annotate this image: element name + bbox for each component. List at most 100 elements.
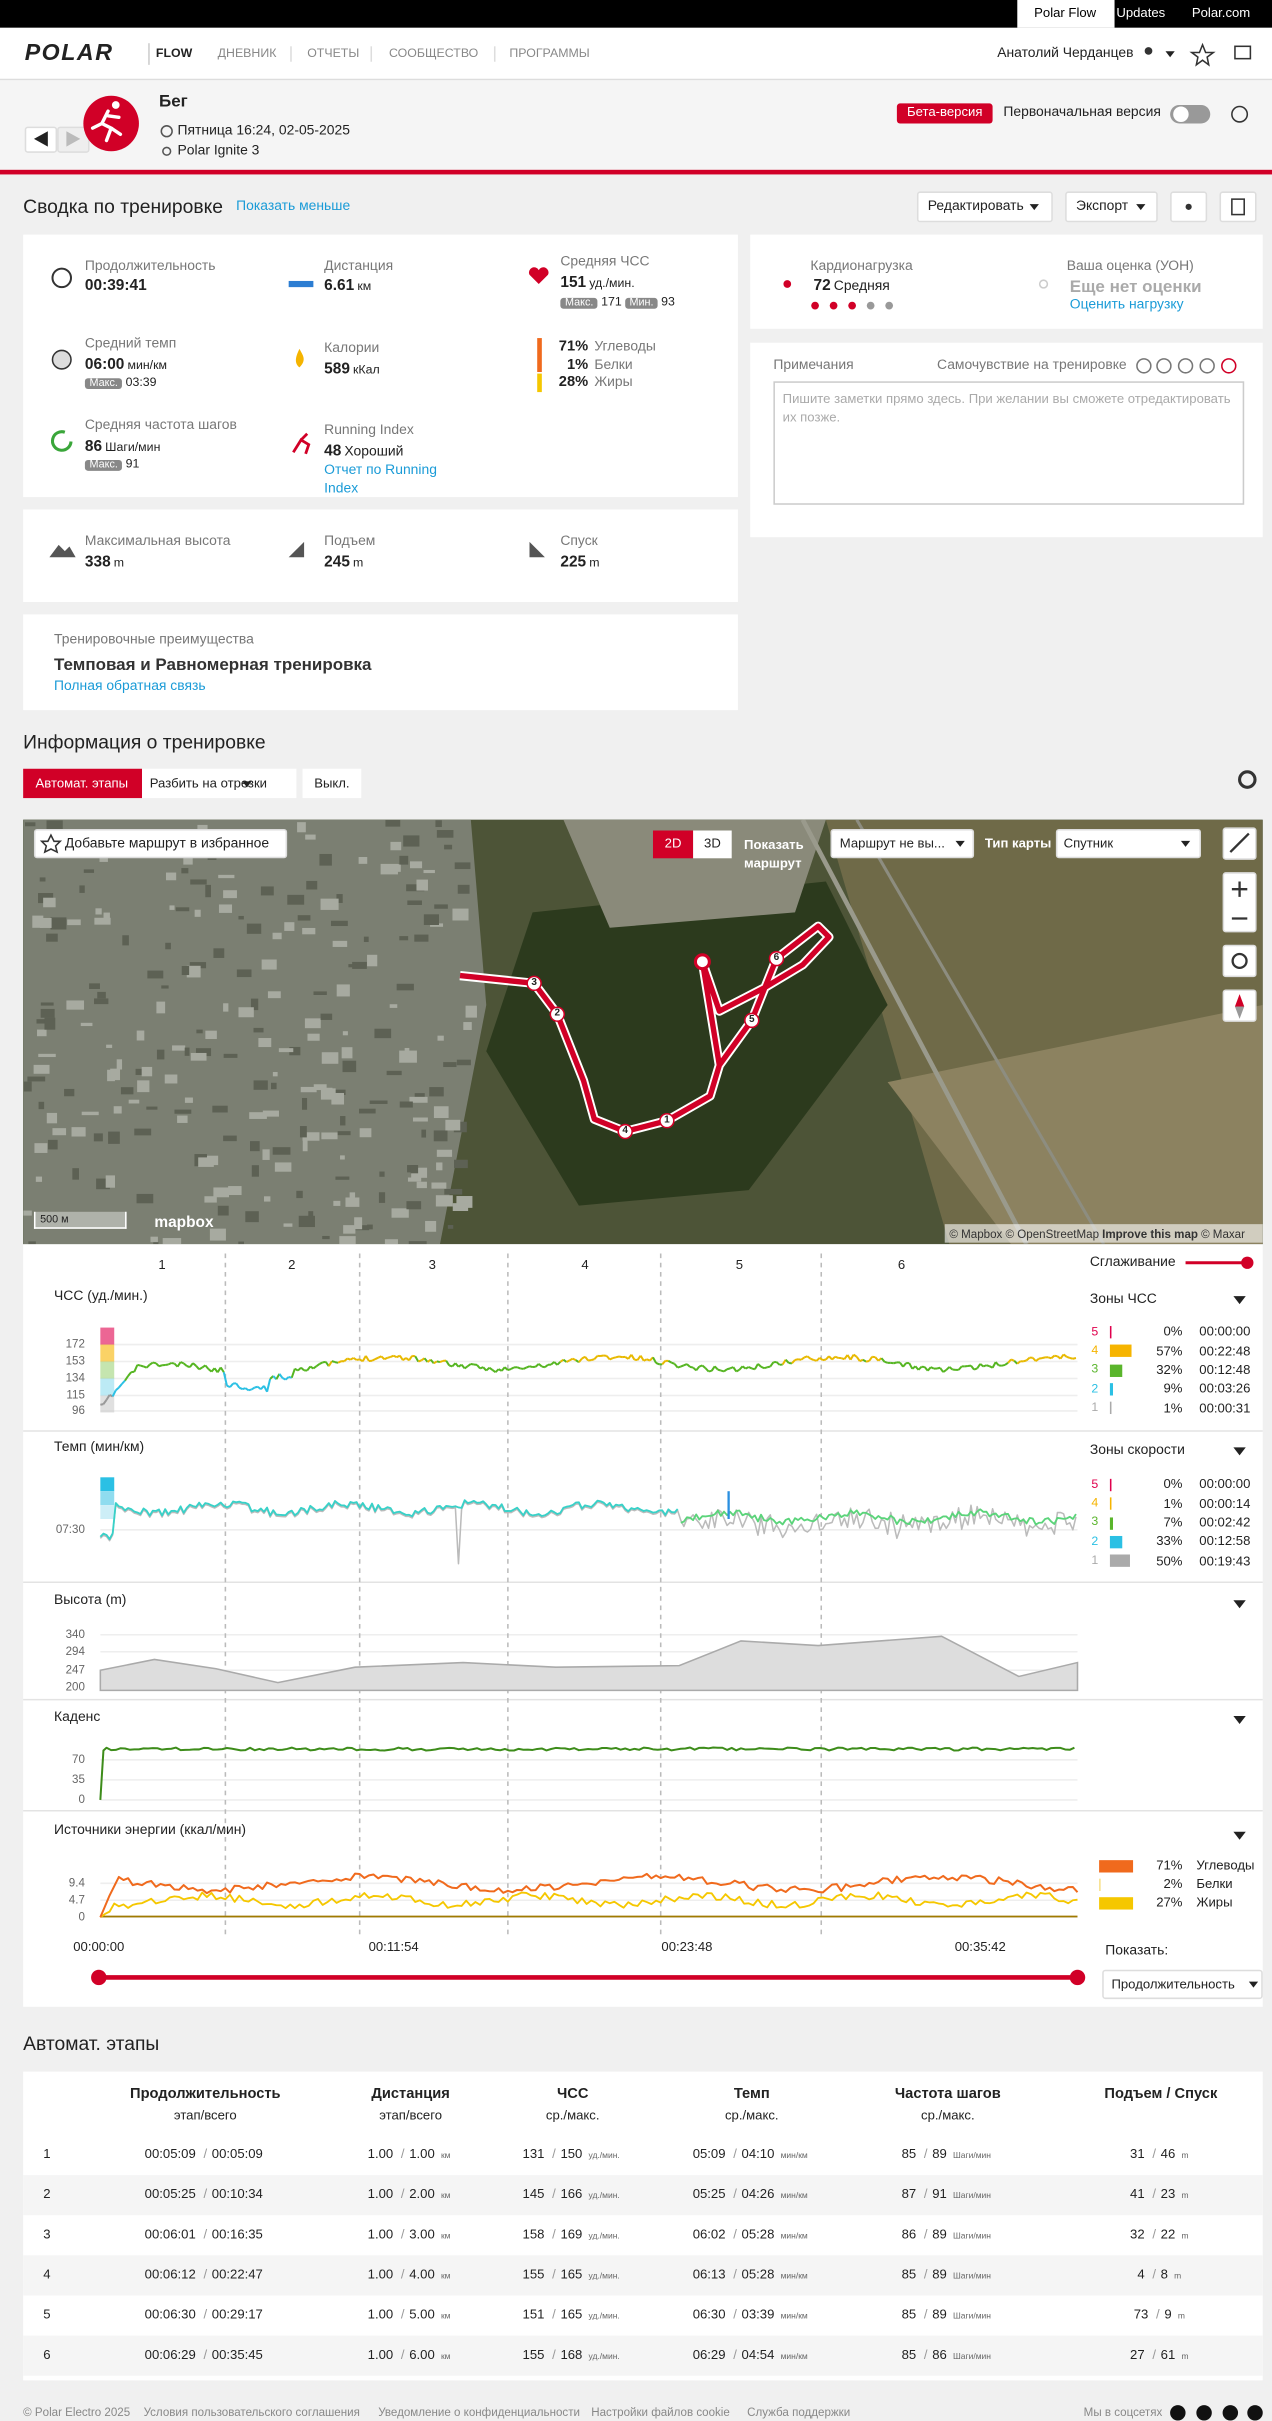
map-feature (150, 1237, 157, 1242)
map-feature (247, 924, 261, 934)
text: m (1181, 2193, 1188, 2202)
map-feature (122, 935, 129, 945)
nav-item[interactable]: СООБЩЕСТВО (389, 46, 478, 62)
text: / (1156, 2307, 1160, 2322)
map-feature (423, 870, 434, 873)
map-feature (284, 1223, 293, 1226)
map-feature (185, 1048, 190, 1056)
text: мин/км (781, 2273, 808, 2282)
text: / (401, 2267, 405, 2282)
text: 41 (1130, 2187, 1145, 2202)
map-feature (354, 1217, 362, 1229)
map-feature (406, 1201, 421, 1209)
show-route[interactable]: Показать маршрут (744, 835, 821, 872)
notes-input[interactable]: Пишите заметки прямо здесь. При желании … (773, 381, 1244, 504)
nav-item[interactable]: ПРОГРАММЫ (509, 46, 589, 62)
top-link[interactable]: Polar Flow (1034, 5, 1096, 22)
ri-link[interactable]: Отчет по Running Index (324, 460, 460, 497)
map-feature (370, 1101, 388, 1104)
top-link[interactable]: Polar.com (1192, 5, 1250, 22)
map-feature (108, 1132, 120, 1144)
text: кКал (353, 362, 380, 376)
text: уд./мин. (589, 2313, 620, 2322)
map-feature (254, 1028, 264, 1033)
share-button[interactable] (1170, 191, 1207, 222)
text: / (203, 2307, 207, 2322)
y-tick: 4.7 (69, 1893, 85, 1908)
footer-link[interactable]: Настройки файлов cookie (591, 2405, 730, 2420)
map-feature (343, 1031, 348, 1035)
map-feature (24, 1082, 32, 1092)
zone-time: 00:00:14 (1199, 1495, 1250, 1512)
text: уд./мин. (589, 276, 634, 290)
map-feature (343, 1061, 357, 1072)
footer-link[interactable]: Уведомление о конфиденциальности (378, 2405, 580, 2420)
fuel-label: Углеводы (594, 338, 656, 356)
nav-item[interactable]: ДНЕВНИК (218, 46, 277, 62)
map-feature (444, 845, 452, 850)
text: 4 (1137, 2267, 1144, 2282)
map-feature (333, 941, 348, 947)
rpe-link[interactable]: Оценить нагрузку (1070, 297, 1184, 315)
text: км (441, 2233, 451, 2242)
map-feature (284, 922, 294, 931)
top-link[interactable]: Updates (1116, 5, 1165, 22)
expand[interactable] (1223, 827, 1257, 859)
map-feature (39, 1102, 45, 1109)
locate[interactable] (1223, 945, 1257, 977)
date: Пятница 16:24, 02-05-2025 (178, 122, 350, 140)
column-sub: ср./макс. (546, 2108, 600, 2125)
text: 168 (560, 2347, 582, 2362)
benefit-link[interactable]: Полная обратная связь (54, 678, 206, 696)
map-feature (314, 1084, 327, 1090)
nav-item[interactable]: ОТЧЕТЫ (307, 46, 359, 62)
map-feature (213, 948, 224, 958)
zone-number: 1 (1091, 1553, 1098, 1569)
text: Шаги/мин (953, 2233, 991, 2242)
map-feature (273, 933, 282, 939)
text: 00:05:25 (145, 2187, 196, 2202)
compass[interactable] (1223, 990, 1257, 1022)
text: 171 (601, 295, 622, 309)
map-feature (417, 1182, 427, 1188)
logo[interactable]: POLAR (25, 39, 114, 69)
map-feature (176, 907, 189, 911)
map-feature (333, 1201, 340, 1206)
map-feature (218, 1206, 229, 1216)
map-feature (424, 914, 439, 925)
settings-icon (1240, 772, 1255, 787)
map-feature (174, 1110, 191, 1114)
text: 1.00 (368, 2227, 394, 2242)
text: / (924, 2146, 928, 2161)
map-feature (321, 1132, 337, 1139)
next[interactable] (57, 127, 89, 153)
y-tick: 35 (72, 1772, 85, 1787)
prev[interactable] (25, 127, 57, 153)
map-feature (181, 868, 188, 873)
text: m (353, 555, 363, 569)
text: / (1152, 2187, 1156, 2202)
toggle-link[interactable]: Показать меньше (236, 198, 350, 216)
map-feature (261, 886, 274, 895)
footer-link[interactable]: Условия пользовательского соглашения (144, 2405, 360, 2420)
map-feature (268, 991, 281, 998)
text: 00:05:09 (145, 2146, 196, 2161)
text: Макс. (85, 460, 123, 471)
user-name[interactable]: Анатолий Черданцев (997, 45, 1133, 63)
text: 166 (560, 2187, 582, 2202)
footer-link[interactable]: Служба поддержки (747, 2405, 850, 2420)
zoom[interactable] (1223, 872, 1257, 932)
text: 46 (1161, 2146, 1176, 2161)
scale: 500 м (40, 1214, 68, 1228)
rpe-value: Еще нет оценки (1070, 276, 1202, 298)
delete-button[interactable] (1220, 191, 1257, 222)
map-feature (106, 1175, 115, 1187)
text: 00:06:12 (145, 2267, 196, 2282)
